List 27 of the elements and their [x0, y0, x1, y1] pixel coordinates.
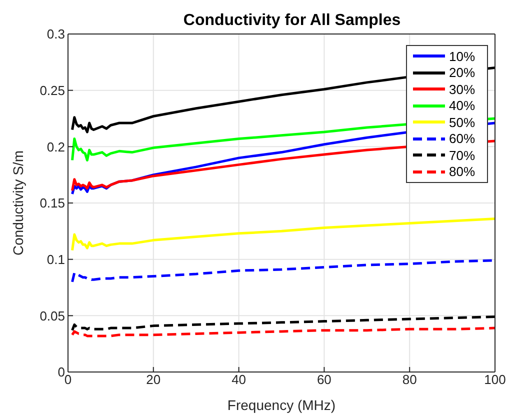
line-series: [71, 326, 495, 338]
y-tick-label: 0.05: [40, 308, 65, 324]
x-axis-title: Frequency (MHz): [227, 397, 336, 413]
legend-label: 70%: [449, 148, 476, 163]
y-tick-label: 0.25: [40, 82, 65, 98]
legend-label: 60%: [449, 131, 476, 146]
line-series: [71, 218, 495, 252]
x-tick-label: 100: [484, 372, 506, 388]
legend-label: 40%: [449, 98, 476, 114]
line-series: [71, 259, 495, 284]
legend-label: 50%: [449, 114, 476, 130]
y-tick-label: 0.15: [40, 196, 65, 211]
x-tick-label: 60: [316, 372, 332, 388]
y-tick-label: 0.3: [46, 26, 65, 42]
x-tick-label: 20: [146, 372, 161, 388]
x-tick-label: 40: [232, 372, 246, 388]
y-tick-label: 0.1: [46, 252, 65, 267]
y-tick-label: 0.2: [46, 139, 65, 154]
legend-label: 20%: [449, 65, 476, 80]
legend-label: 80%: [449, 164, 476, 180]
legend-label: 10%: [449, 48, 476, 64]
line-series: [71, 66, 495, 134]
line-series: [71, 316, 495, 332]
chart-title: Conductivity for All Samples: [183, 12, 401, 29]
legend-label: 30%: [449, 82, 476, 97]
x-tick-label: 80: [402, 372, 417, 388]
y-axis-title: Conductivity S/m: [10, 150, 26, 256]
